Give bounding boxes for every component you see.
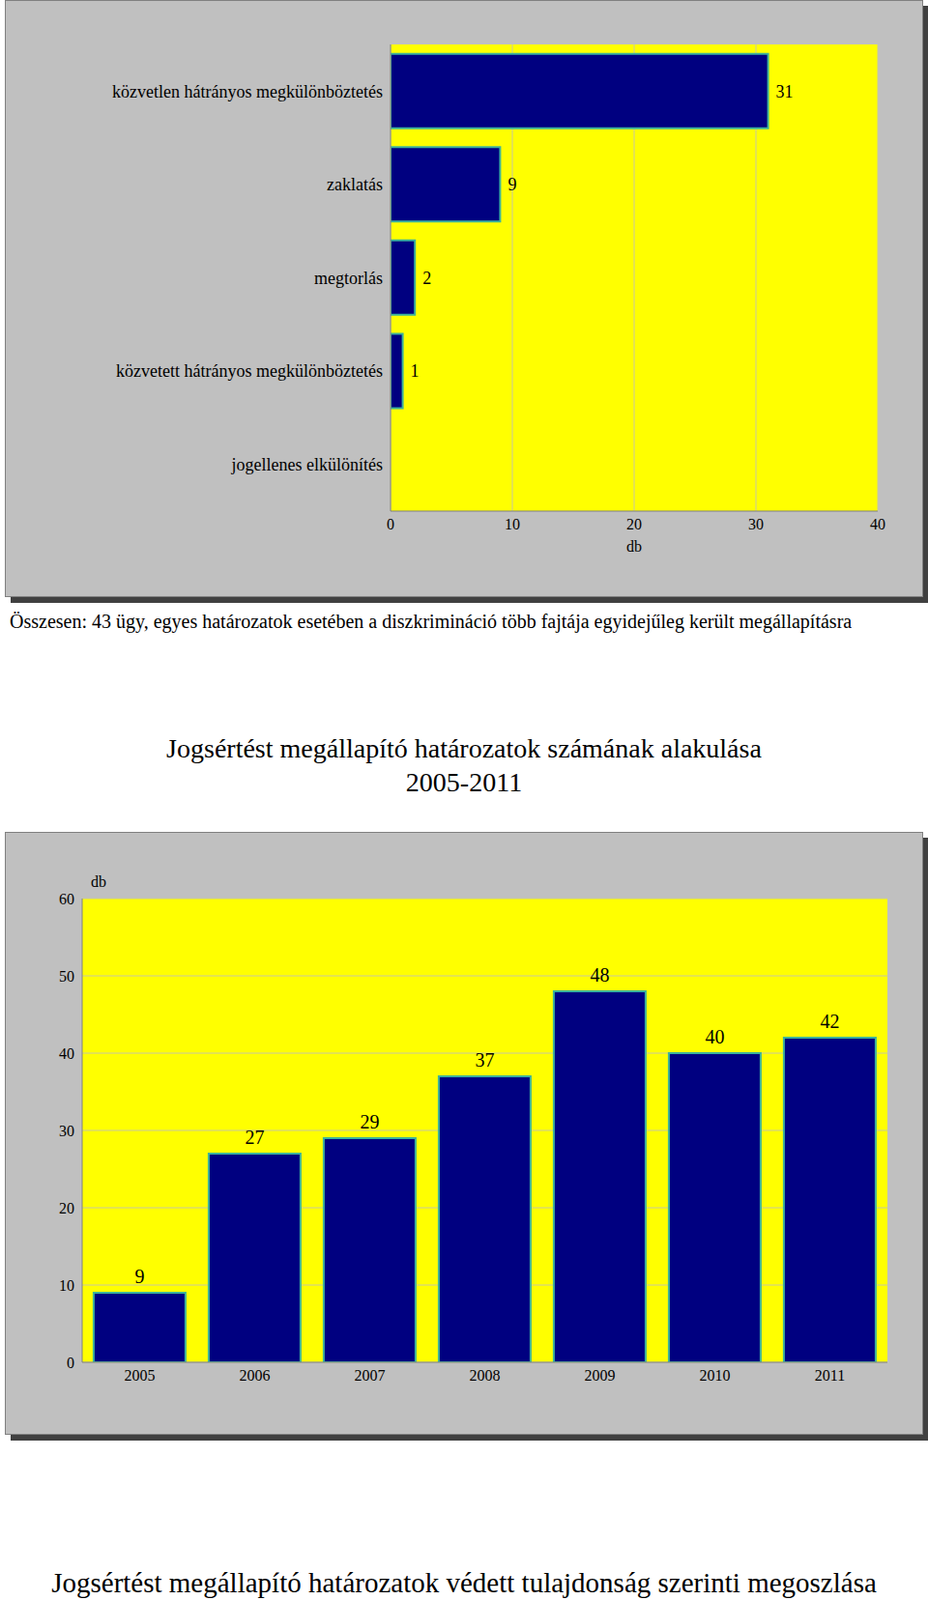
svg-text:10: 10	[58, 1277, 75, 1295]
svg-text:db: db	[626, 538, 642, 555]
html-text:Jogsértést megállapító határoz: Jogsértést megállapító határozatok számá…	[166, 733, 762, 764]
html-text:2005-2011: 2005-2011	[405, 767, 523, 798]
svg-text:9: 9	[507, 174, 517, 195]
svg-text:megtorlás: megtorlás	[314, 268, 383, 289]
svg-text:20: 20	[58, 1200, 75, 1218]
svg-text:0: 0	[66, 1355, 75, 1372]
svg-text:48: 48	[589, 964, 609, 986]
html-text:Jogsértést megállapító határoz: Jogsértést megállapító határozatok védet…	[51, 1567, 877, 1599]
svg-text:2010: 2010	[699, 1367, 731, 1385]
svg-text:zaklatás: zaklatás	[326, 174, 383, 195]
html-text:Összesen: 43 ügy, egyes határo: Összesen: 43 ügy, egyes határozatok eset…	[9, 610, 852, 633]
svg-text:jogellenes elkülönítés: jogellenes elkülönítés	[231, 455, 383, 475]
svg-text:40: 40	[58, 1045, 75, 1063]
svg-text:0: 0	[386, 516, 395, 533]
svg-text:2007: 2007	[354, 1367, 386, 1385]
svg-text:40: 40	[870, 516, 886, 533]
html-text:db: db	[90, 873, 107, 891]
svg-text:2009: 2009	[584, 1367, 616, 1385]
svg-text:27: 27	[244, 1127, 264, 1149]
svg-text:50: 50	[58, 968, 75, 986]
svg-text:42: 42	[819, 1011, 840, 1033]
svg-text:2006: 2006	[239, 1367, 271, 1385]
svg-text:30: 30	[58, 1123, 75, 1140]
svg-text:10: 10	[504, 516, 521, 533]
svg-text:30: 30	[748, 516, 764, 533]
svg-text:2008: 2008	[469, 1367, 501, 1385]
svg-text:2011: 2011	[814, 1367, 845, 1385]
svg-text:közvetett hátrányos megkülönbö: közvetett hátrányos megkülönböztetés	[116, 361, 383, 381]
svg-text:29: 29	[359, 1111, 379, 1133]
svg-text:31: 31	[776, 82, 794, 102]
svg-text:37: 37	[474, 1049, 494, 1072]
svg-text:1: 1	[410, 361, 420, 381]
svg-text:9: 9	[134, 1266, 145, 1288]
svg-text:2005: 2005	[124, 1367, 156, 1385]
svg-text:2: 2	[422, 268, 432, 289]
svg-text:20: 20	[626, 516, 642, 533]
svg-text:40: 40	[704, 1026, 725, 1048]
svg-text:közvetlen hátrányos megkülönbö: közvetlen hátrányos megkülönböztetés	[112, 82, 383, 102]
svg-text:60: 60	[58, 891, 75, 908]
